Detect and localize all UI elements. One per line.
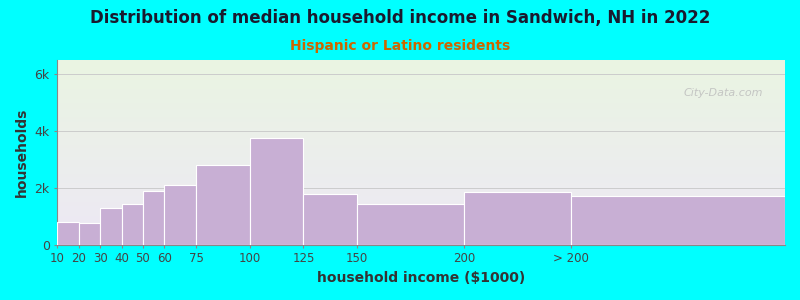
Text: Hispanic or Latino residents: Hispanic or Latino residents: [290, 39, 510, 53]
Bar: [250, 138, 303, 245]
Text: City-Data.com: City-Data.com: [684, 88, 763, 98]
Bar: [143, 191, 164, 245]
Bar: [303, 194, 357, 245]
Bar: [164, 185, 197, 245]
Bar: [58, 222, 78, 245]
Bar: [357, 204, 464, 245]
Bar: [78, 224, 100, 245]
Bar: [100, 208, 122, 245]
Bar: [122, 204, 143, 245]
Bar: [197, 165, 250, 245]
Y-axis label: households: households: [15, 108, 29, 197]
Bar: [464, 192, 571, 245]
X-axis label: household income ($1000): household income ($1000): [317, 271, 526, 285]
Bar: [571, 196, 785, 245]
Text: Distribution of median household income in Sandwich, NH in 2022: Distribution of median household income …: [90, 9, 710, 27]
